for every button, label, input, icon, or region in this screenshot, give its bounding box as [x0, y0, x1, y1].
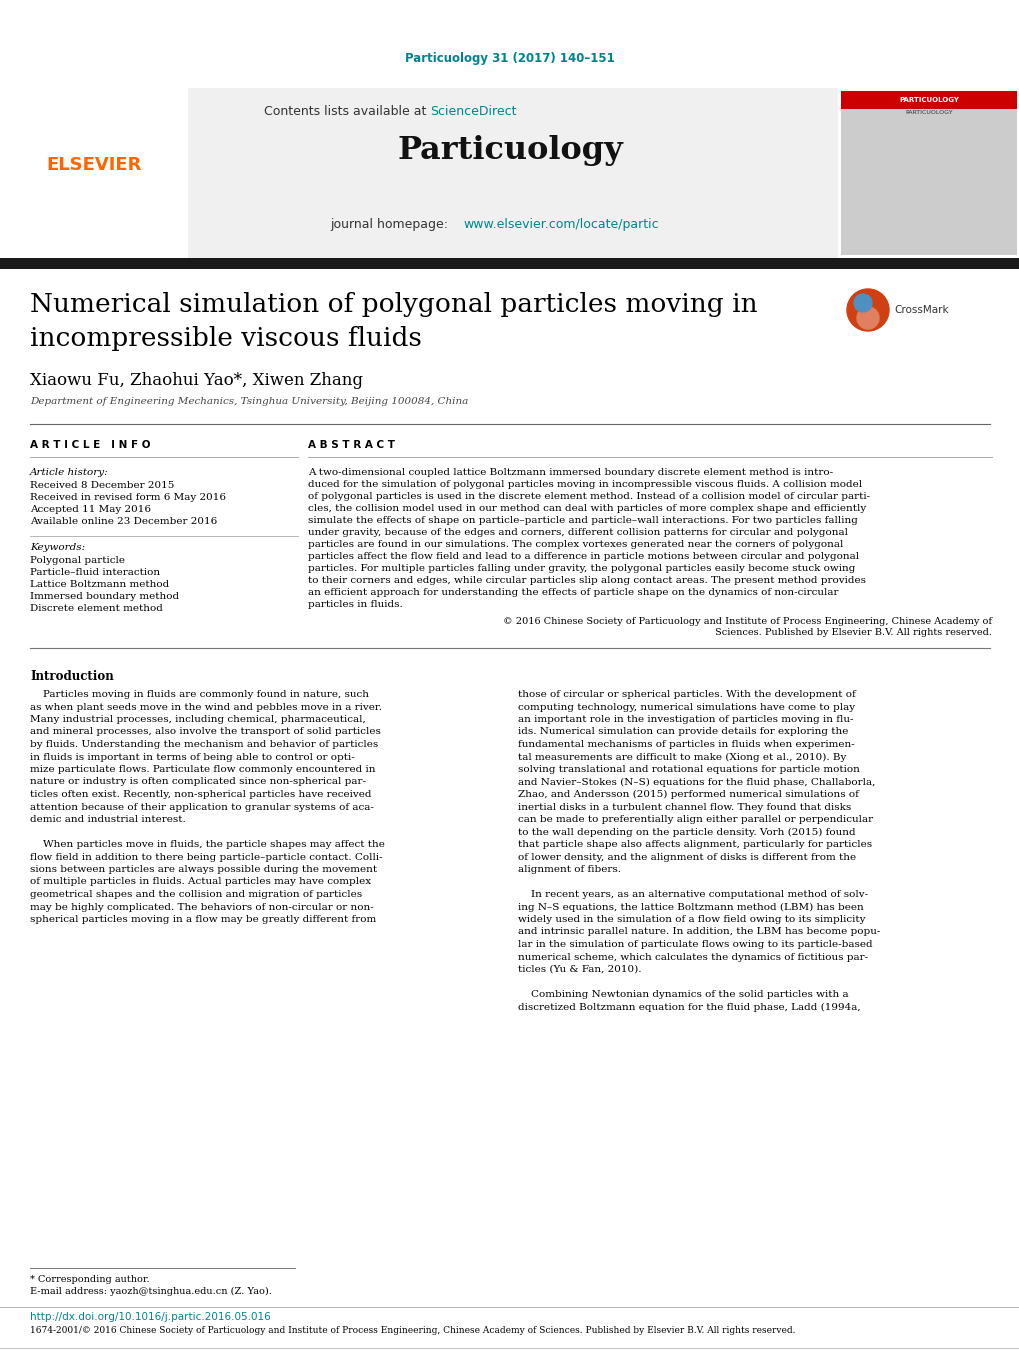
Text: mize particulate flows. Particulate flow commonly encountered in: mize particulate flows. Particulate flow… — [30, 765, 375, 774]
Text: E-mail address: yaozh@tsinghua.edu.cn (Z. Yao).: E-mail address: yaozh@tsinghua.edu.cn (Z… — [30, 1288, 272, 1296]
Text: can be made to preferentially align either parallel or perpendicular: can be made to preferentially align eith… — [518, 815, 872, 824]
Text: an efficient approach for understanding the effects of particle shape on the dyn: an efficient approach for understanding … — [308, 588, 838, 597]
Text: particles affect the flow field and lead to a difference in particle motions bet: particles affect the flow field and lead… — [308, 553, 858, 561]
Text: A two-dimensional coupled lattice Boltzmann immersed boundary discrete element m: A two-dimensional coupled lattice Boltzm… — [308, 467, 833, 477]
Text: by fluids. Understanding the mechanism and behavior of particles: by fluids. Understanding the mechanism a… — [30, 740, 378, 748]
Text: journal homepage:: journal homepage: — [330, 218, 451, 231]
Text: and intrinsic parallel nature. In addition, the LBM has become popu-: and intrinsic parallel nature. In additi… — [518, 928, 879, 936]
Text: Zhao, and Andersson (2015) performed numerical simulations of: Zhao, and Andersson (2015) performed num… — [518, 790, 858, 800]
Text: In recent years, as an alternative computational method of solv-: In recent years, as an alternative compu… — [518, 890, 867, 898]
Text: Introduction: Introduction — [30, 670, 114, 684]
Text: duced for the simulation of polygonal particles moving in incompressible viscous: duced for the simulation of polygonal pa… — [308, 480, 861, 489]
Text: to their corners and edges, while circular particles slip along contact areas. T: to their corners and edges, while circul… — [308, 576, 865, 585]
Text: lar in the simulation of particulate flows owing to its particle-based: lar in the simulation of particulate flo… — [518, 940, 872, 948]
Text: an important role in the investigation of particles moving in flu-: an important role in the investigation o… — [518, 715, 853, 724]
Text: Sciences. Published by Elsevier B.V. All rights reserved.: Sciences. Published by Elsevier B.V. All… — [714, 628, 991, 638]
Text: Department of Engineering Mechanics, Tsinghua University, Beijing 100084, China: Department of Engineering Mechanics, Tsi… — [30, 397, 468, 407]
Text: of multiple particles in fluids. Actual particles may have complex: of multiple particles in fluids. Actual … — [30, 878, 371, 886]
Text: Accepted 11 May 2016: Accepted 11 May 2016 — [30, 505, 151, 513]
Text: http://dx.doi.org/10.1016/j.partic.2016.05.016: http://dx.doi.org/10.1016/j.partic.2016.… — [30, 1312, 270, 1323]
Text: spherical particles moving in a flow may be greatly different from: spherical particles moving in a flow may… — [30, 915, 376, 924]
Text: particles in fluids.: particles in fluids. — [308, 600, 403, 609]
Circle shape — [856, 307, 878, 330]
Circle shape — [846, 289, 889, 331]
Text: inertial disks in a turbulent channel flow. They found that disks: inertial disks in a turbulent channel fl… — [518, 802, 851, 812]
Text: Received in revised form 6 May 2016: Received in revised form 6 May 2016 — [30, 493, 226, 503]
Text: to the wall depending on the particle density. Vorh (2015) found: to the wall depending on the particle de… — [518, 828, 855, 836]
Text: and mineral processes, also involve the transport of solid particles: and mineral processes, also involve the … — [30, 727, 380, 736]
Text: particles are found in our simulations. The complex vortexes generated near the : particles are found in our simulations. … — [308, 540, 843, 549]
Text: those of circular or spherical particles. With the development of: those of circular or spherical particles… — [518, 690, 855, 698]
Text: ticles often exist. Recently, non-spherical particles have received: ticles often exist. Recently, non-spheri… — [30, 790, 371, 798]
Text: 1674-2001/© 2016 Chinese Society of Particuology and Institute of Process Engine: 1674-2001/© 2016 Chinese Society of Part… — [30, 1325, 795, 1335]
Text: demic and industrial interest.: demic and industrial interest. — [30, 815, 185, 824]
Text: Polygonal particle: Polygonal particle — [30, 557, 125, 565]
Text: Particle–fluid interaction: Particle–fluid interaction — [30, 567, 160, 577]
Text: When particles move in fluids, the particle shapes may affect the: When particles move in fluids, the parti… — [30, 840, 384, 848]
Text: may be highly complicated. The behaviors of non-circular or non-: may be highly complicated. The behaviors… — [30, 902, 373, 912]
Text: computing technology, numerical simulations have come to play: computing technology, numerical simulati… — [518, 703, 854, 712]
Text: ScienceDirect: ScienceDirect — [430, 105, 516, 118]
Text: ticles (Yu & Fan, 2010).: ticles (Yu & Fan, 2010). — [518, 965, 641, 974]
Text: Particuology 31 (2017) 140–151: Particuology 31 (2017) 140–151 — [405, 51, 614, 65]
Bar — [838, 88, 1019, 258]
Text: Xiaowu Fu, Zhaohui Yao*, Xiwen Zhang: Xiaowu Fu, Zhaohui Yao*, Xiwen Zhang — [30, 372, 363, 389]
Text: © 2016 Chinese Society of Particuology and Institute of Process Engineering, Chi: © 2016 Chinese Society of Particuology a… — [502, 617, 991, 626]
Text: solving translational and rotational equations for particle motion: solving translational and rotational equ… — [518, 765, 859, 774]
Text: Immersed boundary method: Immersed boundary method — [30, 592, 179, 601]
Text: discretized Boltzmann equation for the fluid phase, Ladd (1994a,: discretized Boltzmann equation for the f… — [518, 1002, 860, 1012]
Bar — [0, 258, 1019, 269]
Text: Lattice Boltzmann method: Lattice Boltzmann method — [30, 580, 169, 589]
Text: cles, the collision model used in our method can deal with particles of more com: cles, the collision model used in our me… — [308, 504, 865, 513]
Text: attention because of their application to granular systems of aca-: attention because of their application t… — [30, 802, 374, 812]
Text: fundamental mechanisms of particles in fluids when experimen-: fundamental mechanisms of particles in f… — [518, 740, 854, 748]
Text: Discrete element method: Discrete element method — [30, 604, 163, 613]
Text: sions between particles are always possible during the movement: sions between particles are always possi… — [30, 865, 377, 874]
Text: Particuology: Particuology — [396, 135, 623, 166]
Text: numerical scheme, which calculates the dynamics of fictitious par-: numerical scheme, which calculates the d… — [518, 952, 867, 962]
Text: that particle shape also affects alignment, particularly for particles: that particle shape also affects alignme… — [518, 840, 871, 848]
Text: Many industrial processes, including chemical, pharmaceutical,: Many industrial processes, including che… — [30, 715, 366, 724]
Text: Particles moving in fluids are commonly found in nature, such: Particles moving in fluids are commonly … — [30, 690, 369, 698]
Text: incompressible viscous fluids: incompressible viscous fluids — [30, 326, 422, 351]
Text: Available online 23 December 2016: Available online 23 December 2016 — [30, 517, 217, 526]
Text: www.elsevier.com/locate/partic: www.elsevier.com/locate/partic — [463, 218, 658, 231]
Text: flow field in addition to there being particle–particle contact. Colli-: flow field in addition to there being pa… — [30, 852, 382, 862]
Text: Article history:: Article history: — [30, 467, 108, 477]
Text: and Navier–Stokes (N–S) equations for the fluid phase, Challaborla,: and Navier–Stokes (N–S) equations for th… — [518, 777, 874, 786]
Text: Received 8 December 2015: Received 8 December 2015 — [30, 481, 174, 490]
Text: ids. Numerical simulation can provide details for exploring the: ids. Numerical simulation can provide de… — [518, 727, 848, 736]
Bar — [841, 91, 1016, 109]
Text: ELSEVIER: ELSEVIER — [46, 155, 142, 174]
Circle shape — [853, 295, 871, 312]
Text: Keywords:: Keywords: — [30, 543, 85, 553]
Text: simulate the effects of shape on particle–particle and particle–wall interaction: simulate the effects of shape on particl… — [308, 516, 857, 526]
Bar — [841, 91, 1016, 255]
Text: as when plant seeds move in the wind and pebbles move in a river.: as when plant seeds move in the wind and… — [30, 703, 382, 712]
Text: of polygonal particles is used in the discrete element method. Instead of a coll: of polygonal particles is used in the di… — [308, 492, 869, 501]
Text: of lower density, and the alignment of disks is different from the: of lower density, and the alignment of d… — [518, 852, 855, 862]
Text: PARTICUOLOGY: PARTICUOLOGY — [904, 109, 952, 115]
Text: Combining Newtonian dynamics of the solid particles with a: Combining Newtonian dynamics of the soli… — [518, 990, 848, 998]
Bar — [0, 88, 1019, 258]
Text: * Corresponding author.: * Corresponding author. — [30, 1275, 150, 1283]
Text: geometrical shapes and the collision and migration of particles: geometrical shapes and the collision and… — [30, 890, 362, 898]
Text: tal measurements are difficult to make (Xiong et al., 2010). By: tal measurements are difficult to make (… — [518, 753, 846, 762]
Text: A R T I C L E   I N F O: A R T I C L E I N F O — [30, 440, 151, 450]
Text: Contents lists available at: Contents lists available at — [263, 105, 430, 118]
Text: nature or industry is often complicated since non-spherical par-: nature or industry is often complicated … — [30, 777, 366, 786]
Text: alignment of fibers.: alignment of fibers. — [518, 865, 621, 874]
Text: particles. For multiple particles falling under gravity, the polygonal particles: particles. For multiple particles fallin… — [308, 563, 855, 573]
Text: PARTICUOLOGY: PARTICUOLOGY — [898, 97, 958, 103]
Text: A B S T R A C T: A B S T R A C T — [308, 440, 394, 450]
Text: CrossMark: CrossMark — [893, 305, 948, 315]
Text: ing N–S equations, the lattice Boltzmann method (LBM) has been: ing N–S equations, the lattice Boltzmann… — [518, 902, 863, 912]
Text: Numerical simulation of polygonal particles moving in: Numerical simulation of polygonal partic… — [30, 292, 757, 317]
Text: under gravity, because of the edges and corners, different collision patterns fo: under gravity, because of the edges and … — [308, 528, 847, 536]
Bar — [0, 88, 187, 258]
Text: in fluids is important in terms of being able to control or opti-: in fluids is important in terms of being… — [30, 753, 355, 762]
Text: widely used in the simulation of a flow field owing to its simplicity: widely used in the simulation of a flow … — [518, 915, 865, 924]
